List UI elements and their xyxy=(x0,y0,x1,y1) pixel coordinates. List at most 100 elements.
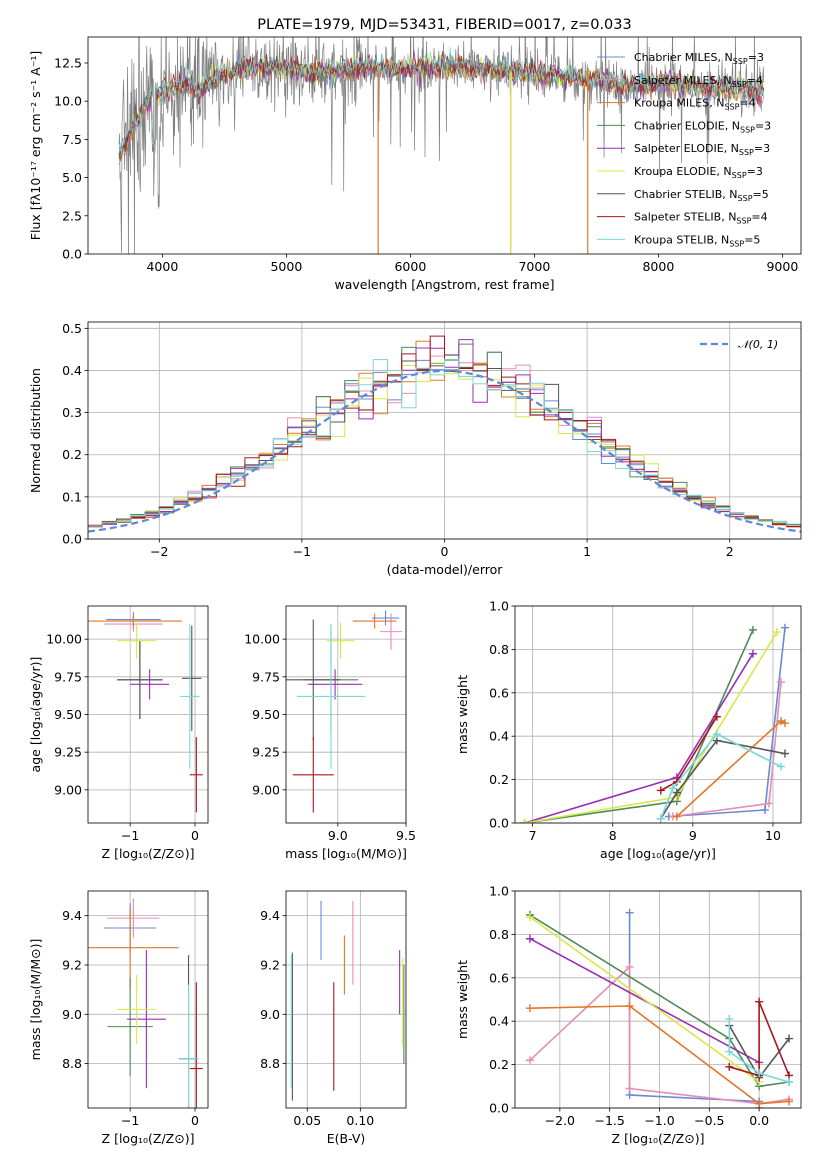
y-tick-label: 9.4 xyxy=(260,908,280,923)
y-tick-label: 0.4 xyxy=(489,729,509,744)
legend-text: Kroupa STELIB, N xyxy=(634,233,729,246)
weight-marker xyxy=(755,1099,764,1108)
y-axis-label: mass weight xyxy=(455,960,470,1039)
legend-tail: =4 xyxy=(747,74,763,87)
weight-marker xyxy=(672,812,681,821)
legend-entry: Kroupa STELIB, NSSP=5 xyxy=(634,233,760,248)
y-tick-label: 8.8 xyxy=(62,1056,82,1071)
weight-marker xyxy=(712,730,721,739)
errorbar-point xyxy=(307,669,363,700)
y-tick-label: 5.0 xyxy=(62,170,82,185)
errorbar-point xyxy=(117,640,163,720)
x-tick-label: 0 xyxy=(191,828,199,843)
errorbar-point xyxy=(130,669,170,700)
weight-series-line xyxy=(628,912,760,1108)
y-tick-label: 10.00 xyxy=(46,632,82,647)
legend-entry: Chabrier MILES, NSSP=3 xyxy=(634,51,764,66)
weight-marker xyxy=(776,677,785,686)
plot-area xyxy=(88,612,203,813)
weight-marker xyxy=(780,719,789,728)
x-tick-label: −1.0 xyxy=(644,1113,674,1128)
x-tick-label: 9.0 xyxy=(328,828,348,843)
weight-marker xyxy=(525,1056,534,1065)
legend-sub: SSP xyxy=(736,217,751,226)
legend-sub: SSP xyxy=(724,103,739,112)
errorbar-point xyxy=(182,625,202,732)
x-tick-label: 0.0 xyxy=(749,1113,769,1128)
y-tick-label: 9.00 xyxy=(54,782,82,797)
weight-marker xyxy=(785,1034,794,1043)
errorbar-point xyxy=(180,624,200,769)
x-axis-label: E(B-V) xyxy=(327,1131,366,1146)
legend-sub: SSP xyxy=(733,57,748,66)
errorbar-point xyxy=(296,624,366,769)
axes-frame xyxy=(285,890,407,1109)
y-tick-label: 10.00 xyxy=(244,632,280,647)
model-spectrum-line xyxy=(118,51,765,155)
axes-frame xyxy=(514,890,802,1109)
y-axis-label: mass [log₁₀(M/M⊙)] xyxy=(28,939,43,1061)
weight-series-line xyxy=(524,629,754,823)
x-axis-label: Z [log₁₀(Z/Z⊙)] xyxy=(102,1131,195,1146)
legend: 𝒩(0, 1) xyxy=(700,338,778,351)
y-tick-label: 9.4 xyxy=(62,908,82,923)
y-tick-label: 9.50 xyxy=(252,707,280,722)
x-tick-label: 10 xyxy=(765,828,781,843)
weight-marker xyxy=(785,1077,794,1086)
y-tick-label: 0.5 xyxy=(62,321,82,336)
weight-marker xyxy=(525,1004,534,1013)
weight-marker xyxy=(625,962,634,971)
y-tick-label: 0.0 xyxy=(62,532,82,547)
errorbar-point xyxy=(117,974,157,1044)
errorbar-point xyxy=(107,977,153,1076)
y-tick-label: 0.6 xyxy=(489,970,509,985)
weight-marker xyxy=(748,649,757,658)
legend-text: Salpeter ELODIE, N xyxy=(634,142,739,155)
weight-marker xyxy=(755,997,764,1006)
legend-tail: =5 xyxy=(744,233,760,246)
y-tick-label: 0.3 xyxy=(62,405,82,420)
x-tick-label: −1.5 xyxy=(594,1113,624,1128)
weight-marker xyxy=(776,717,785,726)
x-tick-label: 8 xyxy=(609,828,617,843)
errorbar-point xyxy=(292,737,334,813)
weight-marker xyxy=(725,1015,734,1024)
y-tick-label: 1.0 xyxy=(489,599,509,614)
x-axis-label: age [log₁₀(age/yr)] xyxy=(600,846,716,861)
x-tick-label: 0 xyxy=(441,544,449,559)
observed-spectrum-line xyxy=(118,37,765,254)
x-axis-label: (data-model)/error xyxy=(387,562,504,577)
legend-entry: Kroupa MILES, NSSP=4 xyxy=(634,97,756,112)
weight-marker xyxy=(760,805,769,814)
x-axis-label: wavelength [Angstrom, rest frame] xyxy=(334,277,554,292)
y-tick-label: 0.0 xyxy=(62,247,82,262)
weight-series-line xyxy=(660,732,782,819)
x-tick-label: 9000 xyxy=(766,259,798,274)
y-tick-label: 9.0 xyxy=(62,1007,82,1022)
weight-marker xyxy=(525,934,534,943)
y-tick-label: 9.75 xyxy=(54,669,82,684)
x-tick-label: −2 xyxy=(150,544,168,559)
x-tick-label: 0 xyxy=(191,1113,199,1128)
legend-entry: Chabrier ELODIE, NSSP=3 xyxy=(634,119,771,134)
weight-marker xyxy=(625,1084,634,1093)
errorbar-point xyxy=(107,898,160,938)
weight-marker xyxy=(520,819,529,823)
legend-entry: Chabrier STELIB, NSSP=5 xyxy=(634,188,769,203)
plot-area xyxy=(290,900,405,1101)
x-tick-label: −1 xyxy=(121,828,139,843)
y-tick-label: 0.1 xyxy=(62,489,82,504)
weight-marker xyxy=(672,788,681,797)
axes-frame xyxy=(87,605,209,824)
x-axis-label: mass [log₁₀(M/M⊙)] xyxy=(285,846,407,861)
y-axis-label: age [log₁₀(age/yr)] xyxy=(28,657,43,773)
legend-sub: SSP xyxy=(732,171,747,180)
plot-area xyxy=(118,37,765,254)
weight-marker xyxy=(776,762,785,771)
legend-text: Salpeter MILES, N xyxy=(634,74,732,87)
weight-marker xyxy=(725,1047,734,1056)
weight-marker xyxy=(755,1069,764,1078)
legend-tail: =3 xyxy=(754,142,770,155)
x-tick-label: 7000 xyxy=(518,259,550,274)
histogram-series xyxy=(88,335,801,539)
